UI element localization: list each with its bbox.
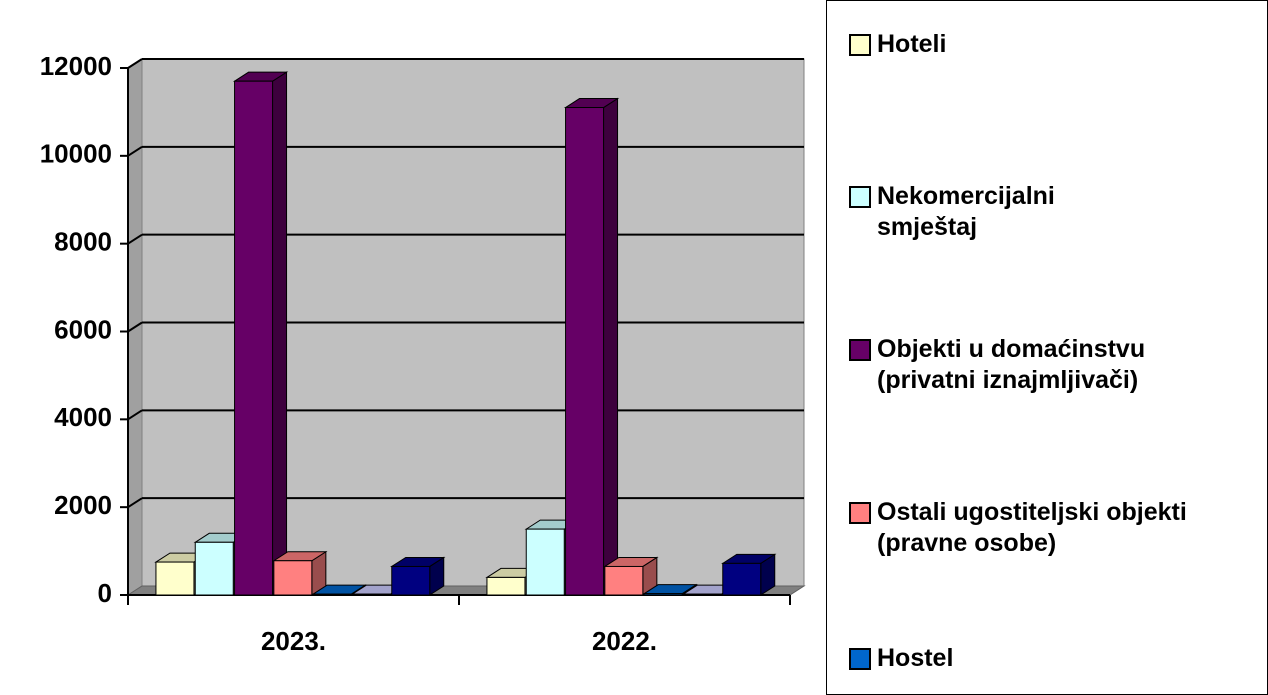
bar (234, 80, 274, 596)
bar-side (272, 71, 288, 596)
legend-label: Ostali ugostiteljski objekti (pravne oso… (877, 498, 1187, 557)
bar (155, 561, 195, 596)
y-tick-label: 2000 (54, 490, 112, 520)
legend-swatch (849, 339, 871, 361)
bar-group (603, 556, 659, 596)
bar-group (390, 556, 446, 596)
grid-line-side (127, 409, 143, 421)
x-tick-label: 2022. (592, 626, 657, 656)
legend-item: Objekti u domaćinstvu (privatni iznajmlj… (849, 334, 1207, 396)
bar (604, 565, 644, 596)
legend-swatch (849, 186, 871, 208)
legend-item: Nekomercijalni smještaj (849, 181, 1127, 243)
bar (312, 593, 352, 596)
y-tick-label: 0 (98, 578, 112, 608)
x-tick-label: 2023. (261, 626, 326, 656)
bar (391, 565, 431, 596)
chart: 0 2000 4000 6000 8000 10000 12000 2023. 2022. (40, 51, 806, 656)
legend-swatch (849, 34, 871, 56)
y-tick-label: 6000 (54, 314, 112, 344)
bar (351, 593, 391, 596)
legend-swatch (849, 648, 871, 670)
bar (643, 593, 683, 596)
grid-line-side (127, 233, 143, 245)
grid-line-side (127, 321, 143, 333)
bar (682, 593, 722, 596)
legend-label: Objekti u domaćinstvu (privatni iznajmlj… (877, 335, 1146, 394)
grid-line-side (127, 58, 143, 69)
legend-label: Nekomercijalni smještaj (877, 182, 1055, 241)
bar-group (563, 97, 620, 596)
bar-group (232, 71, 289, 596)
bar (486, 576, 526, 596)
grid-line-side (127, 145, 143, 157)
y-tick-label: 8000 (54, 227, 112, 257)
grid-line-side (127, 497, 143, 509)
y-tick-label: 12000 (40, 51, 112, 81)
bar-group (721, 553, 777, 596)
legend-item: Ostali ugostiteljski objekti (pravne oso… (849, 497, 1207, 559)
bar (525, 528, 565, 596)
bar (194, 541, 234, 596)
legend-swatch (849, 502, 871, 524)
legend-item: Hostel (849, 643, 1207, 674)
legend-item: Hoteli (849, 29, 1207, 60)
y-tick-label: 4000 (54, 402, 112, 432)
legend-label: Hostel (877, 644, 954, 672)
bar-group (272, 550, 328, 596)
bar (565, 107, 605, 596)
bar (273, 560, 313, 596)
legend: Hoteli Nekomercijalni smještaj Objekti u d… (826, 0, 1268, 695)
bar (722, 562, 762, 596)
y-tick-label: 10000 (40, 139, 112, 169)
legend-label: Hoteli (877, 30, 947, 58)
bar-side (603, 97, 619, 596)
